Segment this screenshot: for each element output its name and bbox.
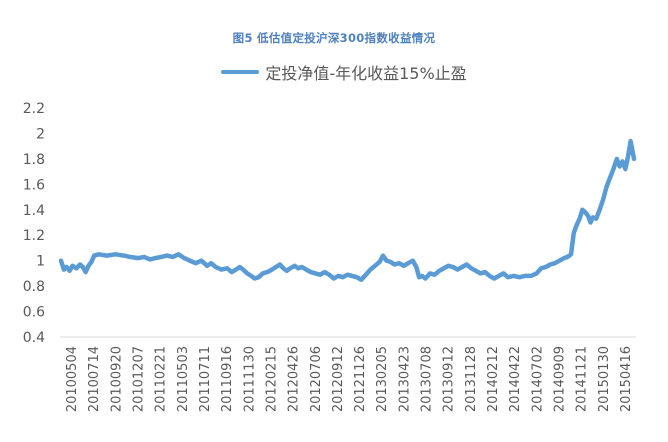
series-line bbox=[58, 138, 637, 283]
x-tick-label: 20100714 bbox=[87, 346, 102, 412]
x-tick-label: 20120706 bbox=[309, 346, 324, 412]
x-tick-label: 20130205 bbox=[375, 346, 390, 412]
x-tick-label: 20111130 bbox=[242, 346, 257, 412]
x-tick-label: 20100504 bbox=[65, 346, 80, 412]
x-tick-label: 20100920 bbox=[109, 346, 124, 412]
legend: 定投净值-年化收益15%止盈 bbox=[0, 60, 668, 84]
legend-line-swatch-icon bbox=[221, 70, 260, 74]
x-tick-label: 20140422 bbox=[508, 346, 523, 412]
y-tick-label: 1.8 bbox=[23, 152, 45, 168]
x-tick-label: 20140702 bbox=[530, 346, 545, 412]
x-tick-label: 20140909 bbox=[552, 346, 567, 412]
x-tick-label: 20140212 bbox=[486, 346, 501, 412]
x-tick-label: 20121126 bbox=[353, 346, 368, 412]
x-tick-label: 20120426 bbox=[287, 346, 302, 412]
x-tick-label: 20110503 bbox=[176, 346, 191, 412]
chart-title: 图5 低估值定投沪深300指数收益情况 bbox=[232, 31, 436, 45]
x-tick-label: 20130423 bbox=[397, 346, 412, 412]
y-tick-label: 0.6 bbox=[23, 305, 45, 321]
x-tick-label: 20120912 bbox=[331, 346, 346, 412]
legend-label: 定投净值-年化收益15%止盈 bbox=[265, 64, 467, 83]
y-tick-label: 2.2 bbox=[23, 101, 45, 117]
x-tick-label: 20110711 bbox=[198, 346, 213, 412]
y-tick-label: 1.2 bbox=[23, 228, 45, 244]
x-tick-label: 20150416 bbox=[619, 346, 634, 412]
y-tick-label: 1.4 bbox=[23, 203, 45, 219]
y-tick-label: 0.8 bbox=[23, 279, 45, 295]
x-tick-label: 20131128 bbox=[464, 346, 479, 412]
y-axis: 2.2 2 1.8 1.6 1.4 1.2 1 0.8 0.6 0.4 bbox=[23, 101, 45, 346]
x-tick-label: 20130708 bbox=[420, 346, 435, 412]
x-tick-label: 20110221 bbox=[154, 346, 169, 412]
y-tick-label: 2 bbox=[36, 126, 45, 142]
x-tick-label: 20141121 bbox=[575, 346, 590, 412]
y-tick-label: 1 bbox=[36, 254, 45, 270]
x-tick-label: 20130912 bbox=[442, 346, 457, 412]
x-axis: 20100504 20100714 20100920 20101207 20110221… bbox=[65, 346, 634, 412]
y-tick-label: 1.6 bbox=[23, 177, 45, 193]
x-tick-label: 20150130 bbox=[597, 346, 612, 412]
x-tick-label: 20120215 bbox=[264, 346, 279, 412]
y-tick-label: 0.4 bbox=[23, 330, 45, 346]
x-tick-label: 20110916 bbox=[220, 346, 235, 412]
x-tick-label: 20101207 bbox=[132, 346, 147, 412]
